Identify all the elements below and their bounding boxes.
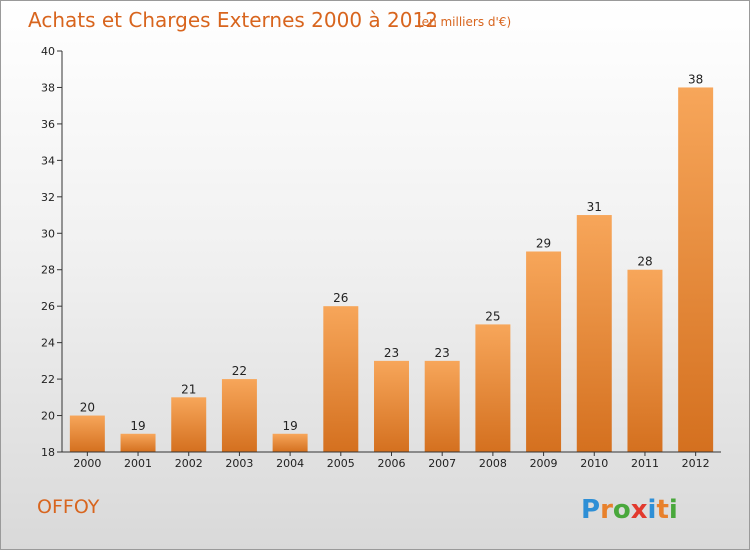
x-tick-label-2005: 2005 (327, 457, 355, 470)
bar-2004 (272, 433, 308, 452)
data-label-2005: 26 (333, 291, 348, 305)
x-tick-label-2012: 2012 (682, 457, 710, 470)
logo-letter: x (631, 495, 648, 525)
bar-2008 (475, 324, 511, 452)
y-axis: 18 20 22 24 26 28 30 32 34 36 38 40 (41, 45, 63, 459)
bar-2003 (221, 379, 257, 452)
y-tick-label: 18 (41, 446, 55, 459)
data-label-2000: 20 (80, 401, 95, 415)
proxiti-logo: Proxiti (581, 495, 678, 525)
y-tick-label: 30 (41, 227, 55, 240)
data-label-2008: 25 (485, 309, 500, 323)
chart-subtitle: (en milliers d'€) (417, 15, 511, 29)
logo-letter: r (600, 495, 613, 525)
x-tick-label-2002: 2002 (175, 457, 203, 470)
x-tick-label-2004: 2004 (276, 457, 304, 470)
data-label-2002: 21 (181, 382, 196, 396)
y-tick-label: 38 (41, 81, 55, 94)
data-label-2009: 29 (536, 237, 551, 251)
x-tick-label-2011: 2011 (631, 457, 659, 470)
data-label-2006: 23 (384, 346, 399, 360)
x-tick-label-2001: 2001 (124, 457, 152, 470)
x-tick-label-2007: 2007 (428, 457, 456, 470)
y-tick-label: 32 (41, 191, 55, 204)
x-tick-label-2010: 2010 (580, 457, 608, 470)
data-label-2011: 28 (637, 255, 652, 269)
bar-2010 (576, 215, 612, 452)
data-label-2010: 31 (587, 200, 602, 214)
bar-2005 (323, 306, 359, 452)
bar-2002 (171, 397, 207, 452)
bar-2009 (526, 251, 562, 452)
logo-letter: P (581, 495, 600, 525)
data-label-2007: 23 (435, 346, 450, 360)
y-tick-label: 40 (41, 45, 55, 58)
bar-2006 (374, 360, 409, 452)
logo-letter: i (648, 495, 657, 525)
bar-2007 (424, 360, 460, 452)
x-tick-label-2006: 2006 (378, 457, 406, 470)
y-tick-label: 22 (41, 373, 55, 386)
bar-2000 (69, 415, 105, 452)
y-tick-label: 36 (41, 118, 55, 131)
x-tick-label-2009: 2009 (530, 457, 558, 470)
y-tick-label: 34 (41, 154, 55, 167)
data-label-2004: 19 (282, 419, 297, 433)
x-axis: 2000 2001 2002 2003 2004 2005 2006 2007 2008 2009… (62, 451, 721, 470)
data-label-2012: 38 (688, 72, 703, 86)
y-tick-label: 28 (41, 264, 55, 277)
logo-letter: t (656, 495, 668, 525)
x-tick-label-2008: 2008 (479, 457, 507, 470)
y-tick-label: 20 (41, 410, 55, 423)
x-tick-label-2000: 2000 (73, 457, 101, 470)
bar-2001 (120, 433, 156, 452)
data-label-2003: 22 (232, 364, 247, 378)
data-label-2001: 19 (130, 419, 145, 433)
logo-letter: o (613, 495, 631, 525)
y-tick-label: 26 (41, 300, 55, 313)
bar-2011 (627, 269, 663, 452)
bars: 20 19 21 22 19 26 23 23 25 29 31 28 38 (69, 72, 714, 453)
y-tick-label: 24 (41, 337, 55, 350)
x-tick-label-2003: 2003 (225, 457, 253, 470)
chart-title: Achats et Charges Externes 2000 à 2012 (28, 8, 438, 32)
commune-name: OFFOY (37, 496, 100, 518)
logo-letter: i (669, 495, 678, 525)
bar-2012 (678, 87, 714, 453)
